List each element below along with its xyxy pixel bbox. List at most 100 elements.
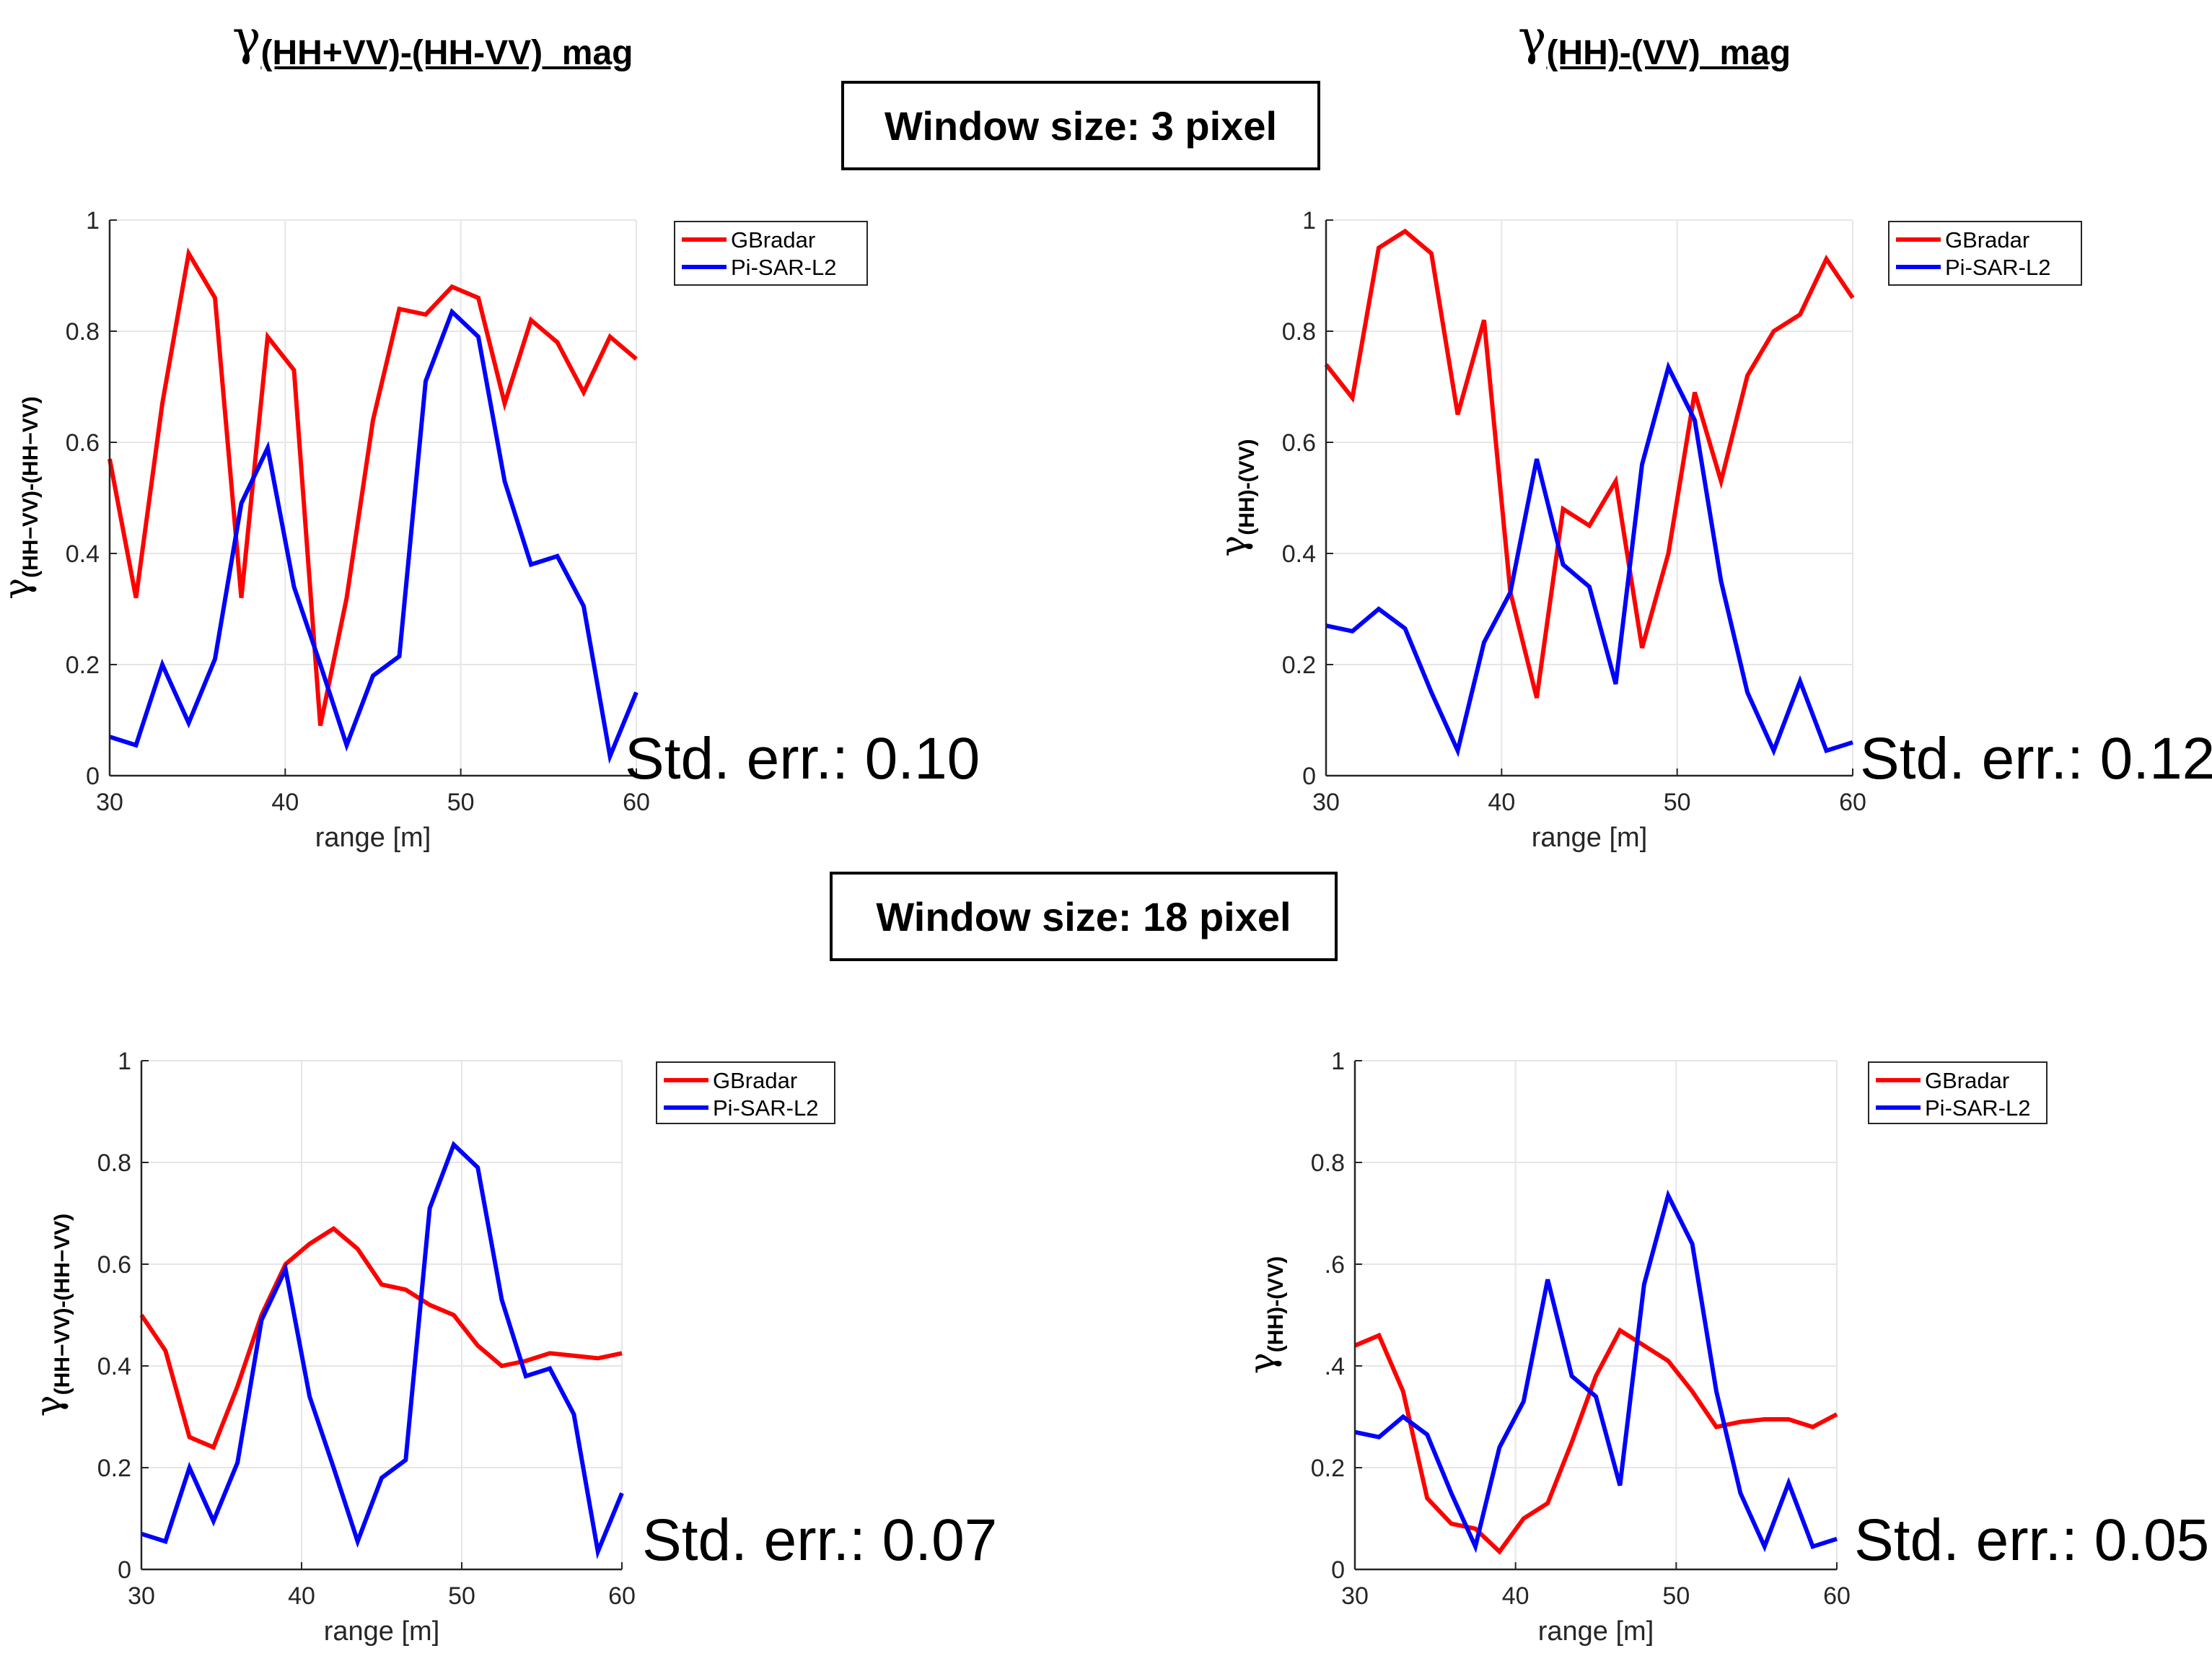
legend-label-gbradar: GBradar xyxy=(731,227,815,253)
series-line-gbradar xyxy=(107,247,638,727)
legend-label-pi-sar-l2: Pi-SAR-L2 xyxy=(1945,255,2050,280)
y-axis-label: γ(HH)-(VV) xyxy=(1241,1256,1288,1374)
y-tick-label: 0.4 xyxy=(97,1353,131,1380)
y-tick-label: 0.2 xyxy=(1311,1455,1345,1482)
y-axis-label-subscript: (HH−VV)-(HH−VV) xyxy=(19,396,43,578)
x-axis-label: range [m] xyxy=(1532,823,1648,853)
x-tick-label: 40 xyxy=(1502,1582,1529,1610)
x-tick-label: 30 xyxy=(1341,1582,1369,1610)
x-tick-label: 60 xyxy=(1823,1582,1851,1610)
column-title-left-symbol: γ xyxy=(232,10,261,66)
legend-label-gbradar: GBradar xyxy=(1925,1068,2009,1093)
y-tick-label: 1 xyxy=(1302,207,1316,235)
y-tick-label: 0 xyxy=(118,1556,131,1584)
legend-label-pi-sar-l2: Pi-SAR-L2 xyxy=(1925,1095,2030,1121)
x-tick-label: 60 xyxy=(608,1582,636,1610)
x-axis-label: range [m] xyxy=(324,1616,440,1647)
x-tick-label: 40 xyxy=(271,789,299,816)
column-title-right-subscript: (HH)-(VV)_mag xyxy=(1546,34,1791,72)
y-axis-label-subscript: (HH−VV)-(HH−VV) xyxy=(51,1214,74,1396)
y-tick-label: .4 xyxy=(1325,1353,1345,1380)
x-tick-label: 40 xyxy=(288,1582,315,1610)
series-line-gbradar xyxy=(139,1225,623,1450)
x-axis-label: range [m] xyxy=(1538,1616,1654,1647)
x-tick-label: 50 xyxy=(447,789,475,816)
y-tick-label: 0.8 xyxy=(1282,318,1316,346)
y-axis-label-symbol: γ xyxy=(27,1395,69,1416)
column-title-left: γ(HH+VV)-(HH-VV)_mag xyxy=(232,10,633,73)
y-tick-label: 0.6 xyxy=(66,429,100,457)
y-tick-label: 1 xyxy=(1331,1048,1345,1075)
series-line-gbradar xyxy=(1324,228,1855,698)
series-line-pi-sar-l2 xyxy=(141,1141,624,1560)
chart-4: 30 40 50 60 0 0.2 .4 .6 0.8 1 range [m] γ(HH)-(VV) G… xyxy=(1241,1048,2048,1647)
window-size-3-label: Window size: 3 pixel xyxy=(841,81,1320,170)
y-tick-label: 0.6 xyxy=(1282,429,1316,457)
legend-label-gbradar: GBradar xyxy=(1945,227,2029,253)
y-tick-label: 0.2 xyxy=(66,652,100,679)
y-axis-label-symbol: γ xyxy=(0,578,38,600)
y-axis-label-subscript: (HH)-(VV) xyxy=(1235,439,1259,535)
x-tick-label: 60 xyxy=(623,789,650,816)
std-err-top-left: Std. err.: 0.10 xyxy=(625,726,980,792)
plot-area xyxy=(141,1061,622,1569)
y-axis-label-subscript: (HH)-(VV) xyxy=(1264,1256,1288,1352)
chart-3: 30 40 50 60 0 0.2 0.4 0.6 0.8 1 range [m] γ(HH−VV)-… xyxy=(27,1048,835,1647)
column-title-right-symbol: γ xyxy=(1518,10,1547,66)
legend-label-pi-sar-l2: Pi-SAR-L2 xyxy=(731,255,836,280)
y-tick-label: 0.2 xyxy=(97,1455,131,1482)
x-tick-label: 40 xyxy=(1488,789,1515,816)
legend-box xyxy=(1868,1061,2048,1124)
column-title-left-subscript: (HH+VV)-(HH-VV)_mag xyxy=(260,34,633,72)
y-tick-label: 1 xyxy=(118,1048,131,1075)
column-title-right: γ(HH)-(VV)_mag xyxy=(1518,10,1791,73)
series-line-pi-sar-l2 xyxy=(109,307,638,764)
y-tick-label: 0.4 xyxy=(1282,540,1316,568)
x-tick-label: 30 xyxy=(128,1582,155,1610)
y-tick-label: 0.6 xyxy=(97,1251,131,1279)
x-tick-label: 30 xyxy=(1312,789,1340,816)
y-axis-label: γ(HH)-(VV) xyxy=(1212,439,1259,556)
legend-box xyxy=(656,1061,835,1124)
y-tick-label: 0 xyxy=(1302,763,1316,790)
std-err-bottom-left: Std. err.: 0.07 xyxy=(642,1507,998,1573)
std-err-bottom-right: Std. err.: 0.05 xyxy=(1854,1507,2210,1573)
series-line-gbradar xyxy=(1353,1327,1838,1555)
y-tick-label: 1 xyxy=(86,207,100,235)
y-axis-label-symbol: γ xyxy=(1241,1352,1283,1374)
x-tick-label: 60 xyxy=(1839,789,1866,816)
y-tick-label: 0.8 xyxy=(66,318,100,346)
y-tick-label: 0 xyxy=(86,763,100,790)
plot-area xyxy=(1326,220,1853,776)
y-axis-label: γ(HH−VV)-(HH−VV) xyxy=(27,1214,74,1417)
x-tick-label: 30 xyxy=(96,789,123,816)
y-tick-label: .6 xyxy=(1325,1251,1345,1279)
x-tick-label: 50 xyxy=(1664,789,1691,816)
legend-box xyxy=(674,221,868,286)
y-axis-label: γ(HH−VV)-(HH−VV) xyxy=(0,396,43,600)
legend-label-pi-sar-l2: Pi-SAR-L2 xyxy=(713,1095,818,1121)
series-line-pi-sar-l2 xyxy=(1325,361,1853,758)
series-line-pi-sar-l2 xyxy=(1354,1189,1838,1554)
y-tick-label: 0.4 xyxy=(66,540,100,568)
y-tick-label: 0 xyxy=(1331,1556,1345,1584)
plot-area xyxy=(1355,1061,1837,1569)
x-axis-label: range [m] xyxy=(315,823,431,853)
legend-box xyxy=(1888,221,2082,286)
y-tick-label: 0.8 xyxy=(97,1149,131,1177)
chart-2: 30 40 50 60 0 0.2 0.4 0.6 0.8 1 range [m] γ(HH)-(VV… xyxy=(1212,207,2082,853)
y-tick-label: 0.2 xyxy=(1282,652,1316,679)
plot-area xyxy=(110,220,636,776)
y-tick-label: 0.8 xyxy=(1311,1149,1345,1177)
x-tick-label: 50 xyxy=(1662,1582,1690,1610)
y-axis-label-symbol: γ xyxy=(1212,535,1254,557)
chart-1: 30 40 50 60 0 0.2 0.4 0.6 0.8 1 range [m] γ(HH−VV)-… xyxy=(0,207,868,853)
window-size-18-label: Window size: 18 pixel xyxy=(830,872,1338,961)
x-tick-label: 50 xyxy=(448,1582,475,1610)
std-err-top-right: Std. err.: 0.12 xyxy=(1860,726,2212,792)
legend-label-gbradar: GBradar xyxy=(713,1068,797,1093)
